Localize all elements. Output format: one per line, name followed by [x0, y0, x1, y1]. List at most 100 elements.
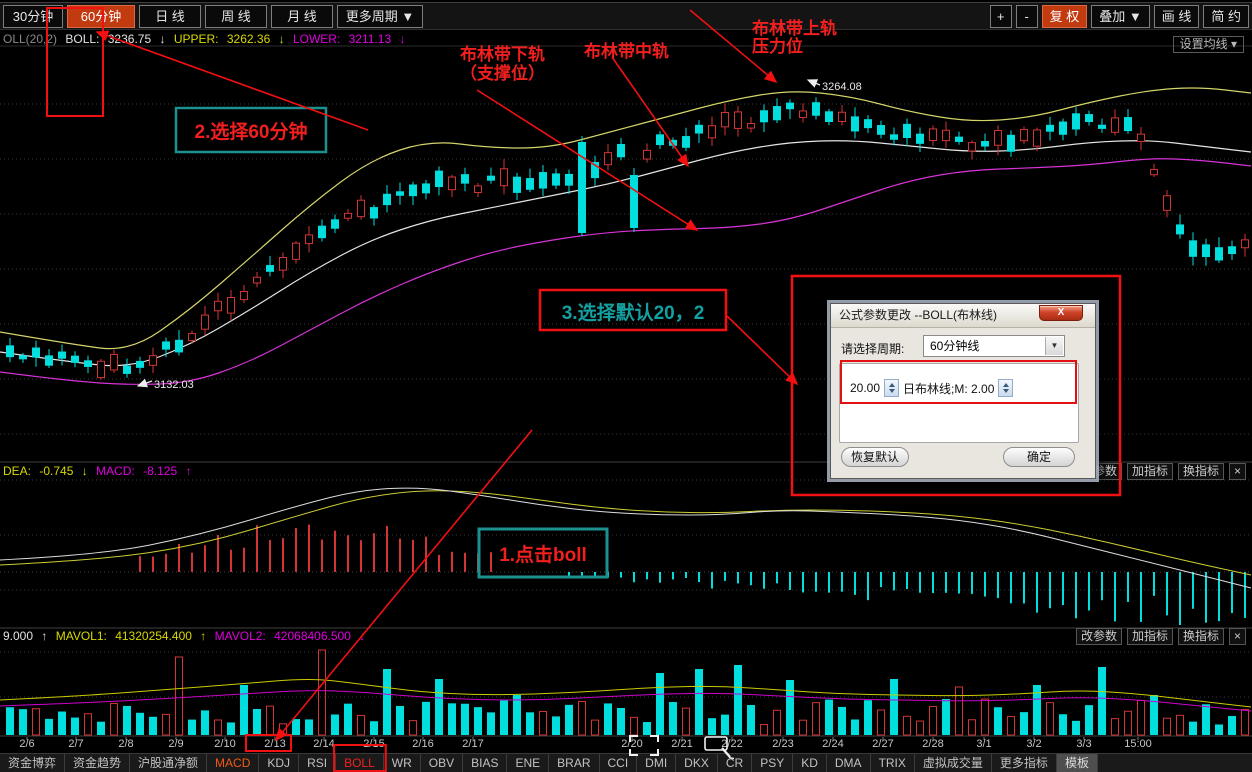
indicator-tab-bar: 资金博弈 资金趋势 沪股通净额 MACD KDJ RSI BOLL WR OBV BIAS ENE B…	[0, 753, 1252, 772]
tab-cci[interactable]: CCI	[600, 754, 638, 772]
period-select[interactable]: 60分钟线 ▼	[923, 335, 1065, 357]
tab-boll[interactable]: BOLL	[336, 754, 384, 772]
period-button[interactable]: 周 线	[205, 4, 267, 28]
macd-label: MACD:	[96, 464, 135, 478]
tab-obv[interactable]: OBV	[421, 754, 464, 772]
toolbar-button[interactable]: 简 约	[1203, 4, 1249, 28]
tab-kd[interactable]: KD	[793, 754, 827, 772]
macd-arrow-icon: ↑	[185, 464, 192, 478]
tab-dmi[interactable]: DMI	[637, 754, 677, 772]
tab-dkx[interactable]: DKX	[676, 754, 718, 772]
tab-ene[interactable]: ENE	[507, 754, 550, 772]
indicator-name: OLL(20,2)	[3, 32, 58, 46]
period-button[interactable]: 更多周期 ▼	[337, 4, 423, 28]
param-m-spinner[interactable]	[998, 379, 1014, 397]
tab-rsi[interactable]: RSI	[299, 754, 337, 772]
panel-button[interactable]: 改参数	[1075, 628, 1122, 645]
dea-value: -0.745	[39, 464, 74, 478]
price-label: 3264.08	[822, 81, 862, 93]
macd-value: -8.125	[143, 464, 178, 478]
tab-更多指标[interactable]: 更多指标	[992, 754, 1057, 772]
upper-value: 3262.36	[226, 32, 271, 46]
tab-cr[interactable]: CR	[718, 754, 753, 772]
mavol1-arrow-icon: ↑	[200, 629, 207, 643]
parameter-row: 20.00 日布林线;M: 2.00	[850, 379, 1014, 397]
restore-defaults-button[interactable]: 恢复默认	[841, 447, 909, 467]
ok-button[interactable]: 确定	[1003, 447, 1075, 467]
toolbar-button[interactable]: 叠加 ▼	[1091, 4, 1150, 28]
volume-arrow-icon: ↑	[41, 629, 48, 643]
tab-dma[interactable]: DMA	[827, 754, 871, 772]
top-toolbar: 30分钟 60分钟日 线周 线月 线更多周期 ▼ + - 复 权叠加 ▼ 画 线简 约	[0, 2, 1252, 30]
date-label: 2/14	[313, 738, 335, 750]
period-button[interactable]: 月 线	[271, 4, 333, 28]
close-panel-button[interactable]: ×	[1228, 463, 1246, 480]
dea-label: DEA:	[3, 464, 32, 478]
lower-label: LOWER:	[292, 32, 341, 46]
toolbar-button[interactable]: 画 线	[1153, 4, 1200, 28]
date-label: 2/24	[822, 738, 844, 750]
toolbar-button[interactable]: -	[1015, 4, 1038, 28]
toolbar-button[interactable]: +	[989, 4, 1012, 28]
tab-资金趋势[interactable]: 资金趋势	[65, 754, 131, 772]
panel-button[interactable]: 换指标	[1177, 463, 1224, 480]
date-label: 2/13	[264, 738, 286, 750]
tab-资金博弈[interactable]: 资金博弈	[0, 754, 66, 772]
panel-button[interactable]: 换指标	[1177, 628, 1224, 645]
tab-bias[interactable]: BIAS	[463, 754, 508, 772]
mavol2-arrow-icon: ↓	[359, 629, 366, 643]
date-label: 2/15	[363, 738, 385, 750]
mavol2-value: 42068406.500	[274, 629, 351, 643]
tab-brar[interactable]: BRAR	[549, 754, 600, 772]
date-label: 2/21	[671, 738, 693, 750]
upper-arrow-icon: ↓	[278, 32, 285, 46]
date-label: 2/22	[721, 738, 743, 750]
dea-arrow-icon: ↓	[81, 464, 88, 478]
tab-wr[interactable]: WR	[384, 754, 421, 772]
date-label: 2/27	[872, 738, 894, 750]
period-button-group: 30分钟 60分钟日 线周 线月 线更多周期 ▼	[3, 4, 423, 28]
price-label: 3132.03	[154, 379, 194, 391]
tab-trix[interactable]: TRIX	[871, 754, 915, 772]
tab-沪股通净额[interactable]: 沪股通净额	[130, 754, 208, 772]
period-select-value: 60分钟线	[930, 339, 980, 353]
param-desc: 日布林线;M: 2.00	[903, 381, 995, 396]
volume-panel-buttons: 改参数 加指标 换指标 ×	[1075, 628, 1246, 645]
boll-value: 3236.75	[107, 32, 152, 46]
date-label: 2/7	[68, 738, 84, 750]
date-label: 2/8	[118, 738, 134, 750]
tab-模板[interactable]: 模板	[1056, 754, 1098, 772]
date-label: 3/3	[1076, 738, 1092, 750]
date-label: 2/16	[412, 738, 434, 750]
tab-kdj[interactable]: KDJ	[259, 754, 300, 772]
mavol1-value: 41320254.400	[115, 629, 192, 643]
close-panel-button[interactable]: ×	[1228, 628, 1246, 645]
date-label: 15:00	[1124, 738, 1152, 750]
ma-settings-button[interactable]: 设置均线 ▾	[1172, 36, 1244, 53]
tab-psy[interactable]: PSY	[752, 754, 794, 772]
tab-虚拟成交量[interactable]: 虚拟成交量	[915, 754, 992, 772]
macd-panel-header: DEA: -0.745 ↓ MACD: -8.125 ↑	[3, 464, 196, 478]
period-button[interactable]: 60分钟	[67, 4, 135, 28]
date-label: 2/20	[621, 738, 643, 750]
tab-macd[interactable]: MACD	[207, 754, 260, 772]
panel-button[interactable]: 加指标	[1126, 628, 1173, 645]
chevron-down-icon[interactable]: ▼	[1045, 337, 1063, 355]
param-n-value[interactable]: 20.00	[850, 381, 881, 395]
date-label: 2/23	[772, 738, 794, 750]
panel-button[interactable]: 加指标	[1126, 463, 1173, 480]
date-label: 2/17	[462, 738, 484, 750]
date-label: 3/1	[976, 738, 992, 750]
date-label: 3/2	[1026, 738, 1042, 750]
date-label: 2/9	[168, 738, 184, 750]
macd-panel-buttons: 改参数 加指标 换指标 ×	[1075, 463, 1246, 480]
param-n-spinner[interactable]	[884, 379, 900, 397]
volume-panel-header: 9.000 ↑ MAVOL1: 41320254.400 ↑ MAVOL2: 4…	[3, 629, 370, 643]
dialog-close-button[interactable]: X	[1039, 305, 1083, 321]
mavol2-label: MAVOL2:	[214, 629, 266, 643]
boll-arrow-icon: ↓	[159, 32, 166, 46]
boll-indicator-readout: OLL(20,2) BOLL: 3236.75 ↓ UPPER: 3262.36…	[3, 32, 410, 46]
period-button[interactable]: 日 线	[139, 4, 201, 28]
period-button[interactable]: 30分钟	[3, 4, 63, 28]
toolbar-button[interactable]: 复 权	[1041, 4, 1088, 28]
